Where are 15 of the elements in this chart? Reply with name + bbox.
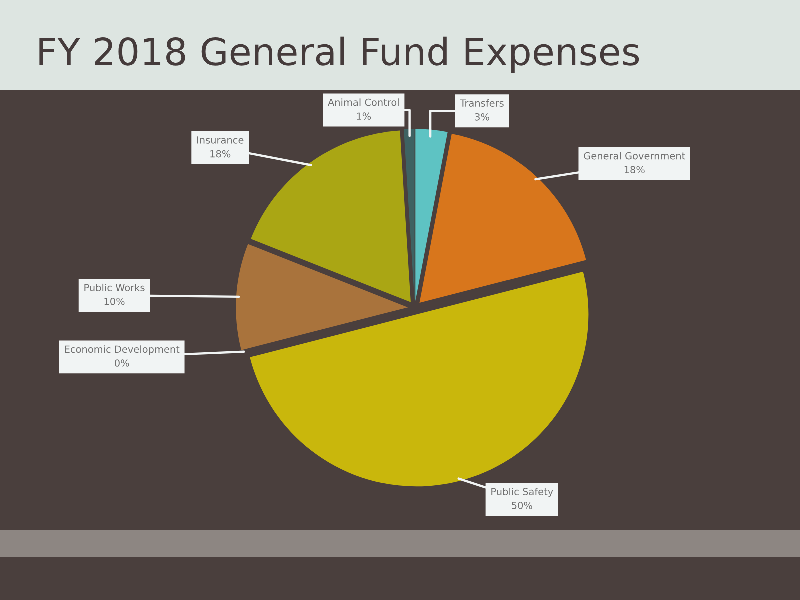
slice-label: Animal Control [328,98,399,106]
slice-label: Public Safety [492,488,554,498]
category-label: Economic Development [65,346,180,355]
data-label: 10% [104,298,125,306]
slice-label: Transfers [460,99,504,107]
slice-label: General Government [584,152,686,160]
data-label: 3% [475,113,490,121]
data-label: 18% [624,166,645,174]
data-label: 18% [210,150,231,158]
data-label: 50% [512,502,532,510]
slice-label: Insurance [197,136,244,144]
chart-title: FY 2018 General Fund Expenses [40,36,640,74]
data-label: 1% [357,112,372,120]
slice-label: Public Works [84,284,145,292]
text: 0% [115,360,130,367]
